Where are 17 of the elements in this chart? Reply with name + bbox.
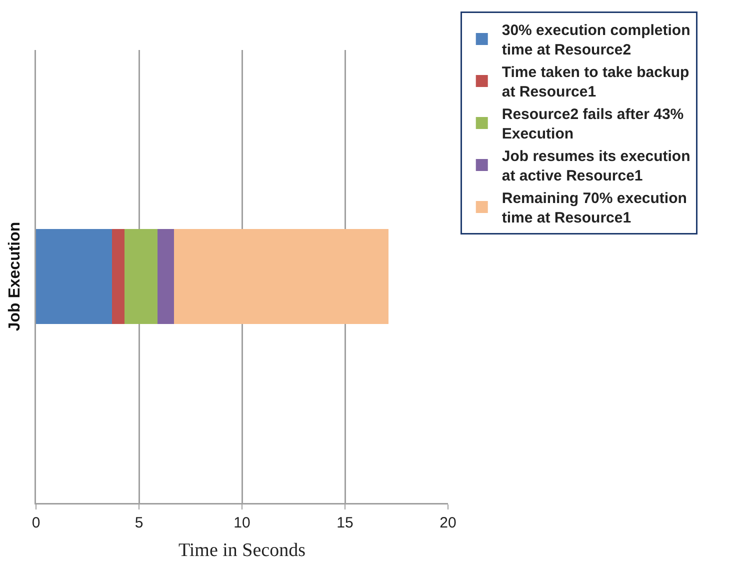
x-tick-label: 5	[134, 514, 144, 532]
x-tick-label: 10	[234, 514, 250, 532]
bar	[112, 228, 125, 324]
bar	[158, 228, 174, 324]
legend-label: 30% execution completion time at Resource2	[502, 22, 690, 59]
x-tick-label: 20	[440, 514, 456, 532]
x-tick-label: 0	[32, 514, 40, 532]
legend-label: Job resumes its execution at active Resource1	[502, 148, 690, 185]
legend-label: Resource2 fails after 43% Execution	[502, 106, 684, 143]
legend-label: Time taken to take backup at Resource1	[502, 64, 690, 101]
x-axis-title: Time in Seconds	[178, 540, 306, 562]
x-tick-label: 15	[336, 514, 354, 532]
bar	[124, 228, 158, 324]
legend-label: Remaining 70% execution time at Resource1	[502, 190, 687, 227]
bar	[36, 228, 112, 324]
bar	[174, 228, 388, 324]
y-axis-title: Job Execution	[6, 222, 24, 332]
